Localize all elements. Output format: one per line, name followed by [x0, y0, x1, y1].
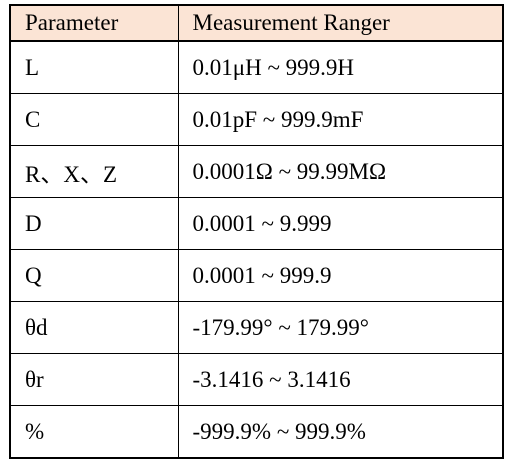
- parameter-cell: C: [9, 93, 179, 146]
- column-header-measurement-range: Measurement Ranger: [177, 4, 504, 42]
- table-row: θd -179.99° ~ 179.99°: [9, 301, 504, 354]
- table-row: D 0.0001 ~ 9.999: [9, 197, 504, 250]
- parameter-cell: θd: [9, 301, 179, 354]
- range-cell: 0.0001 ~ 999.9: [177, 249, 504, 302]
- table-row: θr -3.1416 ~ 3.1416: [9, 353, 504, 406]
- range-cell: 0.0001Ω ~ 99.99MΩ: [177, 145, 504, 198]
- parameter-cell: D: [9, 197, 179, 250]
- table-row: % -999.9% ~ 999.9%: [9, 405, 504, 459]
- range-cell: -3.1416 ~ 3.1416: [177, 353, 504, 406]
- table-row: C 0.01pF ~ 999.9mF: [9, 93, 504, 146]
- measurement-range-table: Parameter Measurement Ranger L 0.01μH ~ …: [9, 4, 504, 459]
- table-row: L 0.01μH ~ 999.9H: [9, 40, 504, 94]
- parameter-cell: R、X、Z: [9, 145, 179, 198]
- table-row: Q 0.0001 ~ 999.9: [9, 249, 504, 302]
- parameter-cell: %: [9, 405, 179, 459]
- parameter-cell: L: [9, 40, 179, 94]
- range-cell: 0.01pF ~ 999.9mF: [177, 93, 504, 146]
- parameter-cell: θr: [9, 353, 179, 406]
- table-header-row: Parameter Measurement Ranger: [9, 4, 504, 42]
- table-row: R、X、Z 0.0001Ω ~ 99.99MΩ: [9, 145, 504, 198]
- range-cell: 0.01μH ~ 999.9H: [177, 40, 504, 94]
- column-header-parameter: Parameter: [9, 4, 179, 42]
- range-cell: -179.99° ~ 179.99°: [177, 301, 504, 354]
- range-cell: -999.9% ~ 999.9%: [177, 405, 504, 459]
- parameter-cell: Q: [9, 249, 179, 302]
- range-cell: 0.0001 ~ 9.999: [177, 197, 504, 250]
